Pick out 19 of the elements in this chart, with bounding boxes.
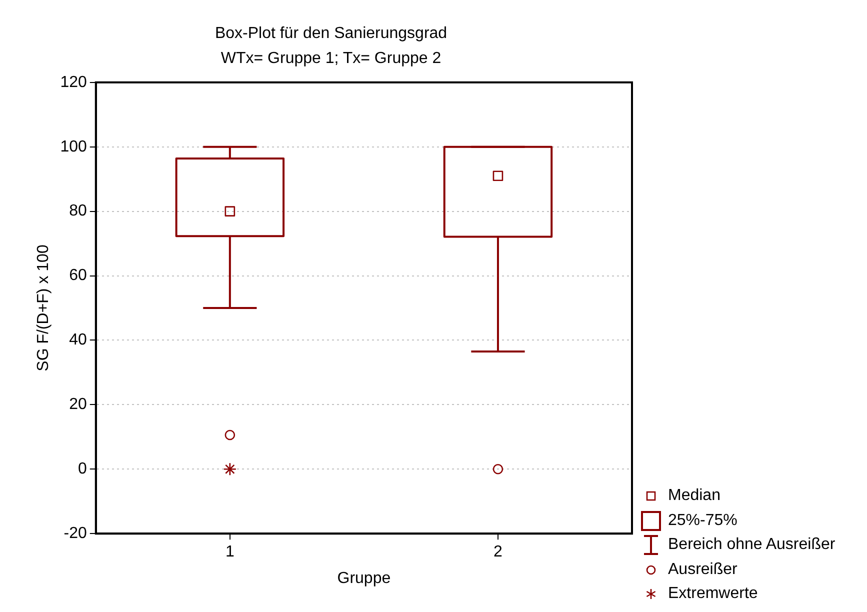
y-tick-label: 20 bbox=[69, 396, 87, 414]
y-tick-label: 0 bbox=[78, 460, 87, 478]
x-tick-label: 1 bbox=[225, 544, 234, 561]
legend-label: Extremwerte bbox=[668, 584, 758, 604]
y-tick-label: 120 bbox=[60, 74, 87, 91]
text: Median bbox=[668, 486, 720, 506]
y-tick-label: 80 bbox=[69, 202, 87, 220]
text: 25%-75% bbox=[668, 510, 738, 530]
chart-title: Box-Plot für den Sanierungsgrad bbox=[214, 25, 448, 42]
text: Ausreißer bbox=[668, 560, 738, 580]
text: Bereich ohne Ausreißer bbox=[668, 535, 836, 555]
y-tick-label: 40 bbox=[69, 332, 87, 349]
chart-subtitle: WTx= Gruppe 1; Tx= Gruppe 2 bbox=[220, 50, 442, 68]
x-tick-label: 2 bbox=[494, 544, 503, 561]
y-tick-label: 60 bbox=[69, 267, 87, 284]
x-axis-title: Gruppe bbox=[337, 570, 391, 587]
y-tick-label: -20 bbox=[64, 525, 87, 542]
y-tick-label: 100 bbox=[60, 138, 87, 156]
y-axis-title: SG F/(D+F) x 100 bbox=[35, 244, 52, 372]
